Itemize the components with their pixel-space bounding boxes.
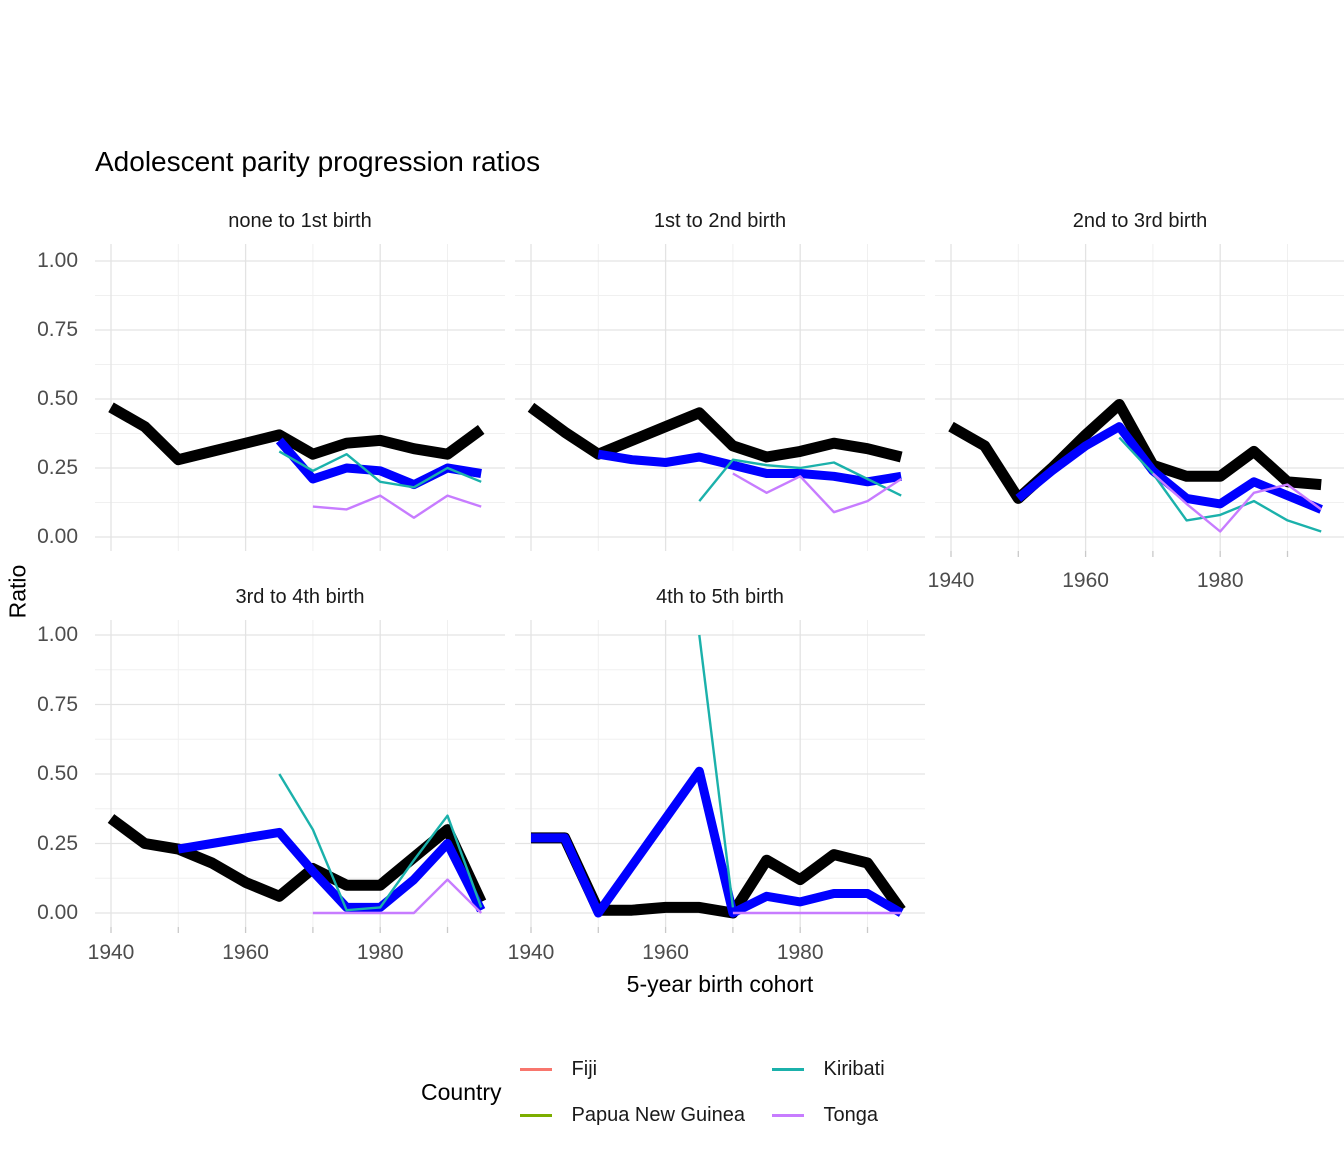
series-kiribati	[278, 773, 483, 912]
series-tonga	[312, 494, 482, 519]
x-tick-label: 1980	[776, 941, 824, 964]
facet-strip-1st-to-2nd-birth: 1st to 2nd birth	[653, 210, 787, 232]
facet-strip-4th-to-5th-birth: 4th to 5th birth	[656, 586, 784, 608]
y-tick-label: 0.50	[37, 387, 78, 410]
y-tick-label: 0.00	[37, 901, 78, 924]
legend-items: Fiji Papua New Guinea Kiribati Tonga	[519, 1046, 1024, 1138]
y-tick-label: 0.00	[37, 525, 78, 548]
y-axis-title: Ratio	[4, 564, 31, 619]
y-tick-label: 0.25	[37, 456, 78, 479]
y-tick-label: 0.75	[37, 692, 78, 716]
series-kiribati	[698, 458, 902, 502]
facet-panel-1st-to-2nd-birth	[515, 244, 925, 551]
y-tick-label: 1.00	[37, 249, 78, 272]
legend-title: Country	[421, 1078, 502, 1105]
series-tonga	[732, 472, 902, 514]
legend-label: Tonga	[823, 1103, 879, 1126]
legend-entry-papua-new-guinea: Papua New Guinea	[519, 1092, 772, 1138]
x-tick-label: 1960	[642, 941, 689, 964]
series-tonga	[1152, 472, 1322, 533]
series-blue-line	[177, 827, 486, 913]
legend-label: Kiribati	[823, 1057, 885, 1080]
y-tick-label: 0.25	[37, 831, 78, 855]
series-black-line	[948, 399, 1322, 504]
legend-label: Fiji	[571, 1057, 598, 1080]
chart-title: Adolescent parity progression ratios	[95, 146, 541, 177]
x-tick-label: 1940	[927, 569, 975, 592]
facet-panel-none-to-1st-birth	[95, 244, 505, 551]
facet-strip-2nd-to-3rd-birth: 2nd to 3rd birth	[1072, 210, 1208, 232]
series-black-line	[107, 814, 487, 905]
x-axis-title: 5-year birth cohort	[626, 971, 814, 997]
facet-strip-none-to-1st-birth: none to 1st birth	[228, 210, 372, 232]
facet-panel-3rd-to-4th-birth	[95, 620, 505, 933]
legend-entry-fiji: Fiji	[519, 1046, 772, 1092]
x-tick-label: 1980	[356, 941, 404, 964]
legend-label: Papua New Guinea	[571, 1103, 745, 1126]
legend-key-line-icon	[519, 1067, 552, 1071]
legend: Country Fiji Papua New Guinea Kiribati Tong…	[421, 1046, 1024, 1138]
legend-entry-tonga: Tonga	[771, 1092, 1024, 1138]
series-black-line	[527, 402, 903, 463]
y-tick-label: 0.50	[37, 762, 78, 785]
x-tick-label: 1960	[222, 941, 269, 964]
series-kiribati	[278, 450, 482, 489]
x-tick-label: 1960	[1062, 569, 1109, 592]
y-tick-label: 0.75	[37, 318, 78, 341]
legend-key-line-icon	[519, 1113, 552, 1117]
series-black-line	[108, 402, 485, 466]
series-blue-line	[597, 449, 902, 487]
series-tonga	[312, 878, 483, 915]
x-tick-label: 1940	[87, 941, 135, 964]
facet-panel-2nd-to-3rd-birth	[935, 244, 1344, 557]
legend-entry-kiribati: Kiribati	[771, 1046, 1024, 1092]
facet-panel-4th-to-5th-birth	[515, 620, 925, 933]
facet-strip-3rd-to-4th-birth: 3rd to 4th birth	[235, 586, 365, 608]
y-tick-label: 1.00	[37, 623, 78, 646]
x-tick-label: 1940	[507, 941, 555, 964]
legend-key-line-icon	[771, 1067, 804, 1071]
legend-key-line-icon	[771, 1113, 804, 1117]
series-kiribati	[698, 634, 735, 908]
x-tick-label: 1980	[1196, 569, 1244, 592]
series-blue-line	[531, 766, 904, 918]
